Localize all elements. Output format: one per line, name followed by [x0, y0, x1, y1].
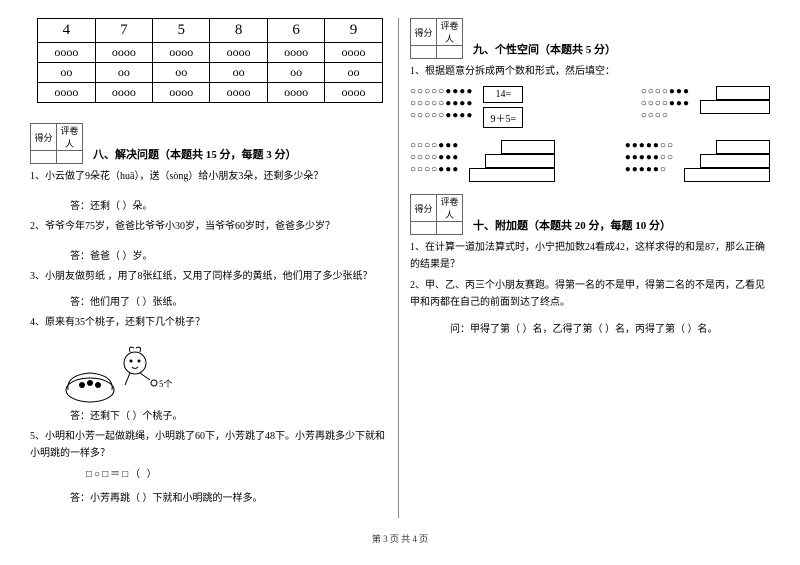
- step-box: [700, 154, 770, 168]
- table-cell: oo: [325, 62, 382, 82]
- table-cell: 5: [153, 19, 210, 43]
- number-table: 4 7 5 8 6 9 oooo oooo oooo oooo oooo ooo…: [37, 18, 383, 103]
- section10-title: 十、附加题（本题共 20 分，每题 10 分）: [469, 217, 671, 235]
- answer-5: 答：小芳再跳（ ）下就和小明跳的一样多。: [70, 489, 390, 504]
- dot-group: ○○○○○●●●●○○○○○●●●●○○○○○●●●●: [410, 86, 473, 128]
- step-box: [700, 100, 770, 114]
- table-cell: 6: [267, 19, 324, 43]
- score-box: 得分评卷人: [30, 123, 83, 164]
- section8-header: 得分评卷人 八、解决问题（本题共 15 分，每题 3 分）: [30, 123, 390, 164]
- reviewer-cell: [437, 46, 463, 59]
- table-row: oooo oooo oooo oooo oooo oooo: [38, 42, 383, 62]
- svg-text:5个: 5个: [159, 379, 173, 389]
- table-row: oooo oooo oooo oooo oooo oooo: [38, 82, 383, 102]
- step-stack: [469, 140, 555, 182]
- table-cell: 8: [210, 19, 267, 43]
- score-cell: [31, 151, 57, 164]
- reviewer-label: 评卷人: [437, 195, 463, 222]
- section9-header: 得分评卷人 九、个性空间（本题共 5 分）: [410, 18, 770, 59]
- column-divider: [398, 18, 399, 518]
- diagram-row-1: ○○○○○●●●●○○○○○●●●●○○○○○●●●● 14= 9＋5= ○○○…: [410, 86, 770, 128]
- table-cell: oooo: [153, 82, 210, 102]
- answer-4: 答：还剩下（ ）个桃子。: [70, 407, 390, 422]
- section9-title: 九、个性空间（本题共 5 分）: [469, 41, 616, 59]
- question-3: 3、小朋友做剪纸 ，用了8张红纸，又用了同样多的黄纸，他们用了多少张纸？: [30, 268, 390, 285]
- step-box: [501, 140, 555, 154]
- reviewer-label: 评卷人: [437, 19, 463, 46]
- answer-2: 答：爸爸（ ）岁。: [70, 247, 390, 262]
- score-box: 得分评卷人: [410, 194, 463, 235]
- section10-q1: 1、在计算一道加法算式时，小宁把加数24看成42，这样求得的和是87，那么正确的…: [410, 239, 770, 273]
- question-5: 5、小明和小芳一起做跳绳，小明跳了60下，小芳跳了48下。小芳再跳多少下就和小明…: [30, 428, 390, 462]
- page-columns: 4 7 5 8 6 9 oooo oooo oooo oooo oooo ooo…: [30, 18, 770, 528]
- table-cell: oooo: [210, 82, 267, 102]
- section8-title: 八、解决问题（本题共 15 分，每题 3 分）: [89, 146, 297, 164]
- step-box: [684, 168, 770, 182]
- step-box: [469, 168, 555, 182]
- dot-group: ○○○○●●●○○○○●●●○○○○: [641, 86, 690, 128]
- dot-group: ○○○○●●●○○○○●●●○○○○●●●: [410, 140, 459, 182]
- dot-group: ●●●●●○○●●●●●○○●●●●●○: [625, 140, 674, 182]
- table-cell: 7: [95, 19, 152, 43]
- value-box: 9＋5=: [483, 107, 523, 128]
- table-cell: oo: [38, 62, 95, 82]
- table-cell: oooo: [325, 82, 382, 102]
- peach-illustration: 5个: [60, 335, 190, 405]
- table-cell: oo: [153, 62, 210, 82]
- score-label: 得分: [411, 19, 437, 46]
- right-column: 得分评卷人 九、个性空间（本题共 5 分） 1、根据题意分拆成两个数和形式，然后…: [410, 18, 770, 528]
- step-stack: [700, 86, 770, 128]
- answer-3: 答：他们用了（ ）张纸。: [70, 293, 390, 308]
- table-cell: oo: [210, 62, 267, 82]
- table-cell: oo: [267, 62, 324, 82]
- question-4: 4、原来有35个桃子，还剩下几个桃子？: [30, 314, 390, 331]
- section10-q2b: 问：甲得了第（ ）名，乙得了第（ ）名，丙得了第（ ）名。: [450, 321, 770, 338]
- score-label: 得分: [411, 195, 437, 222]
- left-column: 4 7 5 8 6 9 oooo oooo oooo oooo oooo ooo…: [30, 18, 390, 528]
- table-cell: oo: [95, 62, 152, 82]
- table-row: 4 7 5 8 6 9: [38, 19, 383, 43]
- section9-q1: 1、根据题意分拆成两个数和形式，然后填空：: [410, 63, 770, 80]
- section10-q2: 2、甲、乙、丙三个小朋友赛跑。得第一名的不是甲，得第二名的不是丙，乙看见甲和丙都…: [410, 277, 770, 311]
- table-cell: oooo: [325, 42, 382, 62]
- score-cell: [411, 46, 437, 59]
- reviewer-cell: [437, 222, 463, 235]
- question-2: 2、爷爷今年75岁，爸爸比爷爷小30岁，当爷爷60岁时，爸爸多少岁？: [30, 218, 390, 235]
- step-box: [716, 86, 770, 100]
- section10-header: 得分评卷人 十、附加题（本题共 20 分，每题 10 分）: [410, 194, 770, 235]
- table-cell: oooo: [267, 82, 324, 102]
- diagram-row-2: ○○○○●●●○○○○●●●○○○○●●● ●●●●●○○●●●●●○○●●●●…: [410, 140, 770, 182]
- page-footer: 第 3 页 共 4 页: [30, 532, 770, 545]
- table-cell: oooo: [95, 82, 152, 102]
- score-label: 得分: [31, 124, 57, 151]
- table-cell: oooo: [210, 42, 267, 62]
- table-cell: 4: [38, 19, 95, 43]
- table-cell: oooo: [38, 82, 95, 102]
- question-1: 1、小云做了9朵花（huā），送（sòng）给小朋友3朵，还剩多少朵？: [30, 168, 390, 185]
- answer-1: 答：还剩（ ）朵。: [70, 197, 390, 212]
- value-box: 14=: [483, 86, 523, 103]
- equation-5: □○□＝□（ ）: [86, 466, 390, 483]
- mid-boxes: 14= 9＋5=: [483, 86, 523, 128]
- step-box: [485, 154, 555, 168]
- reviewer-label: 评卷人: [57, 124, 83, 151]
- table-cell: oooo: [95, 42, 152, 62]
- score-cell: [411, 222, 437, 235]
- table-cell: oooo: [38, 42, 95, 62]
- table-cell: oooo: [153, 42, 210, 62]
- table-cell: 9: [325, 19, 382, 43]
- table-row: oo oo oo oo oo oo: [38, 62, 383, 82]
- table-cell: oooo: [267, 42, 324, 62]
- score-box: 得分评卷人: [410, 18, 463, 59]
- reviewer-cell: [57, 151, 83, 164]
- step-stack: [684, 140, 770, 182]
- step-box: [716, 140, 770, 154]
